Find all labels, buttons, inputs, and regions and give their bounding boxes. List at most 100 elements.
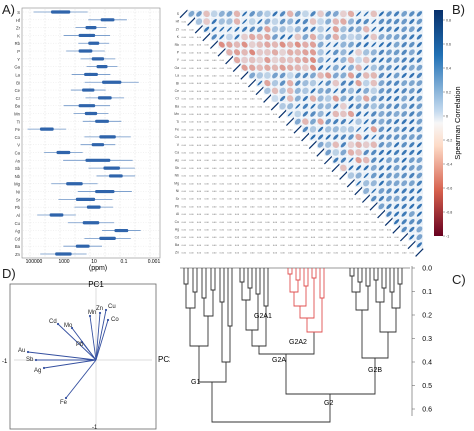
- correlation-ellipse: [416, 42, 422, 48]
- correlation-ellipse: [355, 48, 362, 56]
- coefficient-text: 0.00: [197, 176, 202, 178]
- colorbar-label: Spearman Correlation: [453, 86, 462, 159]
- correlation-ellipse: [378, 196, 385, 202]
- coefficient-text: 0.00: [273, 145, 278, 147]
- correlation-ellipse: [355, 64, 362, 71]
- height-tick-label: 0.6: [422, 407, 432, 414]
- coefficient-text: 0.00: [372, 214, 377, 216]
- loading-vector: [95, 309, 107, 361]
- correlation-ellipse: [325, 18, 332, 25]
- correlation-ellipse: [271, 87, 279, 95]
- loading-vector: [89, 315, 97, 361]
- correlation-ellipse: [332, 79, 340, 87]
- coefficient-text: 0.00: [349, 191, 354, 193]
- range-box: [50, 10, 71, 14]
- correlation-ellipse: [325, 49, 331, 55]
- coefficient-text: 0.00: [265, 237, 270, 239]
- correlation-ellipse: [302, 111, 309, 117]
- range-box: [99, 236, 116, 240]
- correlation-ellipse: [408, 88, 415, 94]
- height-tick-label: 0.0: [422, 266, 432, 273]
- correlation-ellipse: [348, 134, 354, 140]
- diagonal-cell: [392, 225, 401, 234]
- coefficient-text: 0.00: [334, 199, 339, 201]
- correlation-ellipse: [310, 118, 316, 125]
- coefficient-text: 0.00: [242, 199, 247, 201]
- dendrogram-link: [251, 306, 267, 347]
- dendrogram-link: [391, 284, 401, 309]
- element-label: Zn: [15, 252, 21, 257]
- coefficient-text: 0.00: [204, 129, 209, 131]
- dendrogram-link: [319, 268, 325, 299]
- row-label: Y: [177, 58, 180, 62]
- diagonal-cell: [209, 40, 219, 49]
- panel-b-correlogram: S Hf 0.00 Zr 0.00 0.00 K 0.00 0.00 0.00 Rb 0.00 0.00…: [174, 9, 424, 257]
- dendrogram-link: [379, 302, 397, 333]
- coefficient-text: 0.00: [242, 114, 247, 116]
- coefficient-text: 0.00: [204, 199, 209, 201]
- correlation-ellipse: [401, 226, 407, 233]
- coefficient-text: 0.00: [189, 199, 194, 201]
- correlation-ellipse: [386, 95, 392, 102]
- coefficient-text: 0.00: [182, 45, 187, 47]
- coefficient-text: 0.00: [212, 160, 217, 162]
- correlation-ellipse: [378, 57, 384, 63]
- correlation-ellipse: [394, 26, 400, 32]
- correlation-ellipse: [416, 49, 423, 55]
- correlation-ellipse: [416, 134, 423, 140]
- correlation-ellipse: [264, 87, 271, 95]
- coefficient-text: 0.00: [182, 245, 187, 247]
- coefficient-text: 0.00: [318, 253, 323, 255]
- diagonal-cell: [285, 117, 295, 126]
- x-tick-label: 10: [91, 259, 97, 265]
- correlation-ellipse: [310, 11, 316, 17]
- coefficient-text: 0.00: [311, 168, 316, 170]
- coefficient-text: 0.00: [204, 52, 209, 54]
- correlation-ellipse: [348, 95, 354, 102]
- correlation-ellipse: [241, 49, 248, 56]
- coefficient-text: 0.00: [296, 152, 301, 154]
- height-tick-label: 0.2: [422, 313, 432, 320]
- row-label: Mg: [174, 181, 179, 185]
- range-box: [82, 88, 95, 92]
- coefficient-text: 0.00: [265, 222, 270, 224]
- correlation-ellipse: [279, 87, 286, 95]
- correlation-ellipse: [378, 64, 385, 71]
- dendrogram-link: [201, 268, 207, 299]
- coefficient-text: 0.00: [349, 229, 354, 231]
- coefficient-text: 0.00: [227, 245, 232, 247]
- correlation-ellipse: [394, 219, 400, 225]
- correlation-ellipse: [355, 56, 362, 64]
- coefficient-text: 0.00: [189, 60, 194, 62]
- coefficient-text: 0.00: [258, 114, 263, 116]
- correlation-ellipse: [378, 103, 385, 110]
- coefficient-text: 0.00: [341, 245, 346, 247]
- coefficient-text: 0.00: [204, 75, 209, 77]
- correlation-ellipse: [408, 157, 415, 163]
- coefficient-text: 0.00: [402, 245, 407, 247]
- coefficient-text: 0.00: [227, 253, 232, 255]
- correlation-ellipse: [272, 34, 278, 40]
- coefficient-text: 0.00: [311, 191, 316, 193]
- correlation-ellipse: [401, 80, 408, 87]
- correlation-ellipse: [302, 126, 309, 133]
- correlation-ellipse: [264, 33, 271, 41]
- coefficient-text: 0.00: [265, 106, 270, 108]
- coefficient-text: 0.00: [212, 199, 217, 201]
- correlation-ellipse: [386, 172, 392, 179]
- coefficient-text: 0.00: [410, 253, 415, 255]
- correlation-ellipse: [294, 56, 301, 64]
- coefficient-text: 0.00: [242, 206, 247, 208]
- correlation-ellipse: [370, 10, 378, 18]
- coefficient-text: 0.00: [242, 229, 247, 231]
- correlation-ellipse: [317, 10, 324, 18]
- correlation-ellipse: [378, 188, 385, 194]
- correlation-ellipse: [393, 80, 400, 86]
- correlation-ellipse: [317, 110, 324, 118]
- coefficient-text: 0.00: [296, 145, 301, 147]
- coefficient-text: 0.00: [303, 152, 308, 154]
- coefficient-text: 0.00: [182, 114, 187, 116]
- correlation-ellipse: [393, 49, 400, 56]
- coefficient-text: 0.00: [311, 183, 316, 185]
- coefficient-text: 0.00: [250, 253, 255, 255]
